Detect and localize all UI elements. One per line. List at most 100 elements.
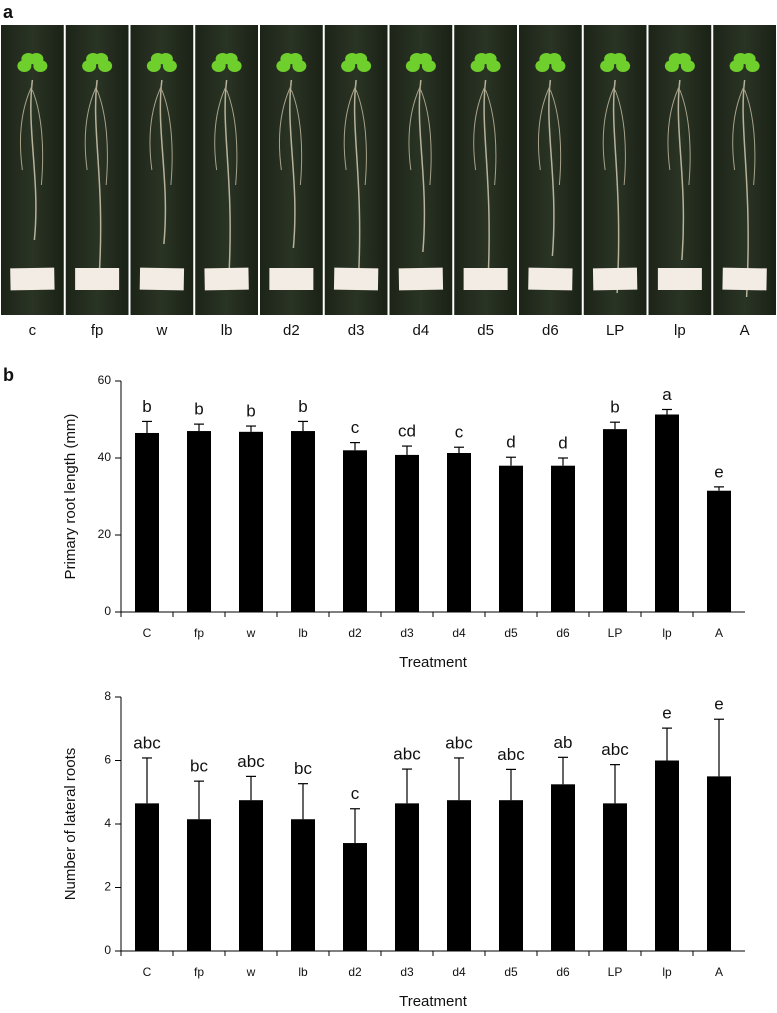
x-tick-label: lp [662,626,672,640]
bar [187,819,211,951]
bar-chart: 0 2 4 6 8 Number of lateral roots Treatment Cab… [62,689,745,1010]
leaf [288,53,303,65]
photo-strip [389,25,453,315]
bar [499,465,523,612]
root [549,89,562,186]
panel-label: a [3,2,14,22]
tag [398,267,444,291]
y-axis-label: Number of lateral roots [62,748,79,901]
bar [603,803,627,951]
root [408,84,422,171]
significance-label: abc [237,752,265,771]
significance-label: abc [445,733,473,752]
root [614,89,626,186]
photo-strip [1,25,64,315]
leaf [94,53,109,65]
seedling [664,53,695,261]
tag [139,267,185,291]
bar [447,800,471,951]
x-tick-label: d2 [348,626,362,640]
root [30,79,37,241]
x-tick-label: lp [662,965,672,979]
leaf [29,53,44,65]
bar [499,800,523,951]
root [353,79,361,286]
leaf [417,53,432,65]
photo-label: d5 [477,322,494,339]
root [483,79,490,290]
seedling [729,53,760,298]
photo-label: d3 [348,322,365,339]
bar [135,803,159,951]
y-tick-label: 8 [104,689,111,703]
root [214,84,228,171]
significance-label: abc [393,745,421,764]
photo-label: LP [606,322,624,339]
seedling [211,53,242,282]
y-tick-label: 0 [104,943,111,957]
significance-label: a [662,385,672,404]
root [289,79,296,249]
significance-label: d [558,433,567,452]
x-tick-label: LP [608,965,623,979]
photo-label: lb [221,322,233,339]
seedling [146,53,177,245]
seedling [535,53,566,257]
leaf [612,53,627,65]
root [355,89,367,186]
y-tick-label: 40 [98,450,112,464]
tag [204,267,249,291]
significance-label: e [662,704,671,723]
significance-label: b [246,402,255,421]
root [84,84,98,171]
bar [291,819,315,951]
x-tick-label: C [143,965,152,979]
root [279,84,292,171]
significance-label: c [455,423,464,442]
seedling [17,53,48,241]
leaf [158,53,173,65]
bar [395,803,419,951]
root [224,79,231,282]
bar [239,431,263,612]
bar [447,452,471,612]
photo-strip [519,25,582,315]
x-tick-label: d3 [400,626,414,640]
photo-strip [130,25,194,315]
root [485,89,497,186]
y-tick-label: 0 [104,604,111,618]
x-tick-label: d6 [556,965,570,979]
root [31,89,44,186]
x-tick-label: lb [298,626,308,640]
leaf [676,53,691,65]
x-tick-label: A [715,965,723,979]
root [161,89,173,186]
leaf [353,53,368,65]
x-tick-label: d4 [452,965,466,979]
significance-label: ab [554,733,573,752]
x-tick-label: lb [298,965,308,979]
leaf [547,53,562,65]
bar [707,776,731,951]
root [679,89,691,186]
root [677,79,685,261]
photo-label: lp [674,322,686,339]
tag [269,268,314,290]
tag [722,267,767,291]
y-tick-label: 6 [104,753,111,767]
x-tick-label: d3 [400,965,414,979]
significance-label: e [714,462,723,481]
photo-label: fp [91,322,104,339]
photo-strip [324,25,388,315]
bar [395,454,419,612]
x-tick-label: d4 [452,626,466,640]
significance-label: bc [190,757,208,776]
bar [655,414,679,612]
tag [657,268,702,290]
x-axis-label: Treatment [399,654,468,671]
seedling [341,53,372,286]
significance-label: abc [497,745,525,764]
root [742,79,749,298]
bar [551,784,575,951]
x-tick-label: A [715,626,723,640]
